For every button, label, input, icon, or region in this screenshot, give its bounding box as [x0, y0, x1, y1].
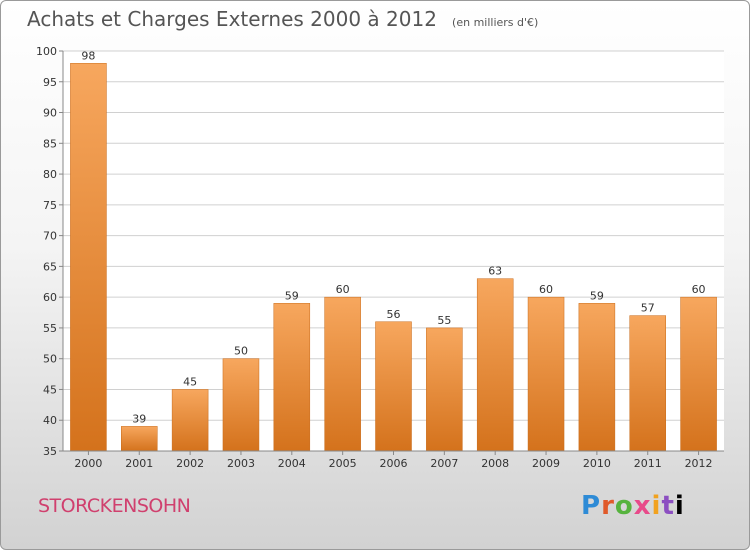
y-tick-label: 70: [43, 230, 57, 243]
y-tick-label: 65: [43, 260, 57, 273]
x-tick-label-2005: 2005: [329, 457, 357, 470]
value-label-2010: 59: [590, 289, 604, 302]
logo-letter: r: [601, 491, 615, 521]
bar-2010: [578, 303, 616, 452]
value-label-2009: 60: [539, 283, 553, 296]
value-label-2007: 55: [437, 314, 451, 327]
value-label-2008: 63: [488, 265, 502, 278]
bar-2008: [476, 278, 514, 452]
chart-title: Achats et Charges Externes 2000 à 2012: [27, 7, 437, 31]
x-tick-label-2007: 2007: [430, 457, 458, 470]
value-label-2006: 56: [387, 308, 401, 321]
value-label-2011: 57: [641, 302, 655, 315]
bar-2000: [70, 63, 107, 452]
x-tick-label-2006: 2006: [380, 457, 408, 470]
bar-2004: [273, 303, 311, 452]
y-tick-label: 45: [43, 383, 57, 396]
value-label-2003: 50: [234, 345, 248, 358]
x-tick-label-2009: 2009: [532, 457, 560, 470]
y-tick-label: 55: [43, 322, 57, 335]
y-tick-label: 80: [43, 168, 57, 181]
bar-2002: [171, 389, 209, 452]
logo-letter: P: [581, 491, 602, 521]
logo-letter: x: [633, 491, 652, 521]
bar-2009: [527, 296, 565, 452]
chart-unit: (en milliers d'€): [452, 16, 539, 29]
bar-2006: [375, 321, 412, 452]
value-label-2005: 60: [336, 283, 350, 296]
y-tick-label: 90: [43, 107, 57, 120]
value-labels: 98 39 45 50 59 60 56 55 63 60 59 57 60: [81, 49, 705, 425]
y-tick-label: 95: [43, 76, 57, 89]
x-tick-label-2011: 2011: [634, 457, 662, 470]
x-tick-label-2008: 2008: [481, 457, 509, 470]
proxiti-logo: Proxiti: [581, 491, 685, 521]
value-label-2000: 98: [81, 49, 95, 62]
x-tick-label-2010: 2010: [583, 457, 611, 470]
y-tick-label: 50: [43, 353, 57, 366]
value-label-2012: 60: [692, 283, 706, 296]
value-label-2001: 39: [132, 412, 146, 425]
y-tick-label: 85: [43, 137, 57, 150]
y-tick-label: 40: [43, 414, 57, 427]
bar-2007: [426, 327, 463, 452]
chart-title-block: Achats et Charges Externes 2000 à 2012 (…: [27, 7, 538, 31]
bar-2003: [222, 358, 260, 452]
location-name: STORCKENSOHN: [38, 495, 191, 517]
x-axis: 2000 2001 2002 2003 2004 2005 2006 2007 2008 2009…: [63, 450, 724, 470]
y-tick-label: 100: [36, 45, 57, 58]
x-tick-label-2003: 2003: [227, 457, 255, 470]
value-label-2004: 59: [285, 289, 299, 302]
y-tick-label: 75: [43, 199, 57, 212]
x-tick-label-2001: 2001: [125, 457, 153, 470]
y-tick-label: 60: [43, 291, 57, 304]
bar-2005: [324, 296, 361, 452]
logo-letter: t: [661, 491, 675, 521]
y-axis: 35 40 45 50 55 60 65 70 75 80 85 90 95 100: [36, 45, 64, 458]
bars: [70, 63, 717, 452]
x-tick-label-2004: 2004: [278, 457, 306, 470]
y-tick-label: 35: [43, 445, 57, 458]
x-tick-label-2012: 2012: [685, 457, 713, 470]
bar-2001: [121, 426, 158, 452]
value-label-2002: 45: [183, 375, 197, 388]
x-tick-label-2000: 2000: [74, 457, 102, 470]
bar-2012: [680, 296, 717, 452]
x-tick-label-2002: 2002: [176, 457, 204, 470]
logo-letter: i: [674, 491, 685, 521]
logo-letter: i: [651, 491, 662, 521]
logo-letter: o: [614, 491, 634, 521]
bar-2011: [629, 315, 666, 452]
